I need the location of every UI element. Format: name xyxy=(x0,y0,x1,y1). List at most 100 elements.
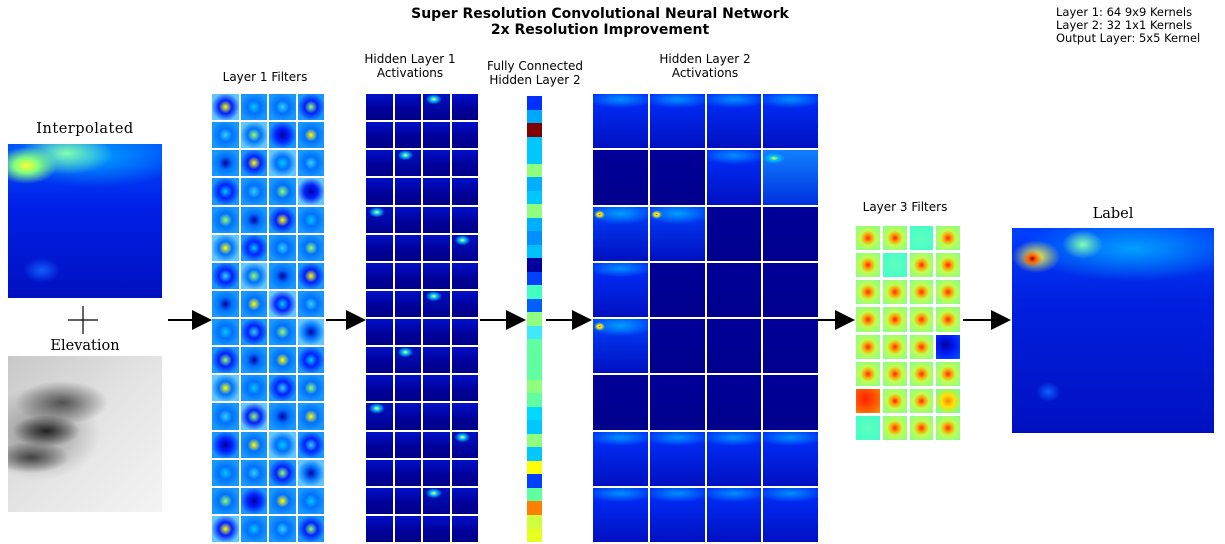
fc-hidden-layer-strip xyxy=(527,96,542,543)
hidden2-activation xyxy=(763,319,818,374)
fc-unit xyxy=(527,258,542,272)
layer1-filter xyxy=(240,122,267,149)
hidden1-activation xyxy=(394,431,421,458)
hidden1-activation xyxy=(366,347,393,374)
layer1-filter xyxy=(297,375,324,402)
hidden1-activation xyxy=(366,431,393,458)
layer1-filter xyxy=(269,122,296,149)
layer1-filter xyxy=(212,375,239,402)
hidden2-activation xyxy=(593,150,648,205)
hidden2-label-line-2: Activations xyxy=(671,66,739,80)
hidden1-activation xyxy=(423,375,450,402)
hidden1-activation xyxy=(423,122,450,149)
layer3-filter xyxy=(856,307,880,332)
layer1-filter xyxy=(297,290,324,317)
hidden1-activation xyxy=(423,262,450,289)
hidden1-activation xyxy=(366,178,393,205)
fc-unit xyxy=(527,109,542,124)
layer1-filter xyxy=(297,319,324,346)
hidden1-activation xyxy=(423,234,450,261)
layer1-filter-grid xyxy=(212,94,324,542)
hidden1-activation xyxy=(394,150,421,177)
fc-unit xyxy=(527,325,542,340)
hidden2-activation xyxy=(649,319,705,374)
fc-label: Fully Connected Hidden Layer 2 xyxy=(470,59,600,87)
hidden1-activation xyxy=(451,122,478,149)
layer1-filter xyxy=(212,487,239,514)
fc-unit xyxy=(527,366,542,380)
hidden1-activation xyxy=(394,178,421,205)
fc-unit xyxy=(527,501,542,515)
layer1-filter xyxy=(240,515,267,542)
hidden1-activation xyxy=(451,347,478,374)
layer1-filter xyxy=(212,178,239,205)
layer1-filter xyxy=(212,122,239,149)
hidden1-activation xyxy=(394,234,421,261)
hidden1-activation xyxy=(423,290,450,317)
fc-unit xyxy=(527,406,542,421)
layer3-filter xyxy=(856,334,880,359)
hidden1-activation xyxy=(366,150,393,177)
layer1-filter xyxy=(269,403,296,430)
layer3-filter xyxy=(856,280,880,305)
layer1-filter xyxy=(269,347,296,374)
layer1-filter xyxy=(212,347,239,374)
hidden2-activation xyxy=(763,94,818,149)
layer1-filter xyxy=(269,319,296,346)
output-label-text: Label xyxy=(1092,206,1134,222)
layer3-filter xyxy=(936,307,960,332)
layer3-filters-label: Layer 3 Filters xyxy=(862,200,948,214)
layer1-filter xyxy=(212,290,239,317)
hidden1-activation xyxy=(451,431,478,458)
hidden1-activation xyxy=(423,94,450,121)
fc-unit xyxy=(527,420,542,434)
hidden1-activation xyxy=(423,206,450,233)
layer1-filter xyxy=(297,206,324,233)
layer1-filter xyxy=(240,319,267,346)
fc-unit xyxy=(527,96,542,110)
hidden1-activation xyxy=(394,347,421,374)
layer1-filter xyxy=(240,403,267,430)
hidden2-activation xyxy=(649,375,705,430)
layer1-filter xyxy=(240,431,267,458)
hidden1-activation xyxy=(451,262,478,289)
layer1-filter xyxy=(212,403,239,430)
hidden2-activation xyxy=(763,431,818,486)
layer1-filter xyxy=(240,234,267,261)
fc-unit xyxy=(527,433,542,448)
fc-unit xyxy=(527,123,542,137)
layer3-filter xyxy=(936,361,960,386)
layer3-filter xyxy=(856,226,880,251)
hidden1-activation xyxy=(366,94,393,121)
layer1-filter xyxy=(212,150,239,177)
legend-line-2: Layer 2: 32 1x1 Kernels xyxy=(1056,18,1193,32)
layer3-filter xyxy=(882,334,907,359)
fc-unit xyxy=(527,204,542,218)
layer1-filter xyxy=(269,206,296,233)
hidden2-activation xyxy=(706,150,762,205)
hidden1-activation xyxy=(423,319,450,346)
hidden2-activation xyxy=(763,262,818,317)
layer1-filter xyxy=(297,403,324,430)
layer1-filter xyxy=(240,150,267,177)
fc-unit xyxy=(527,474,542,488)
layer1-filter xyxy=(269,375,296,402)
fc-unit xyxy=(527,528,542,543)
hidden2-activation xyxy=(593,375,648,430)
layer1-filter xyxy=(212,234,239,261)
hidden1-activation xyxy=(451,234,478,261)
layer1-filter xyxy=(269,234,296,261)
layer3-filter xyxy=(936,334,960,359)
hidden1-label-line-1: Hidden Layer 1 xyxy=(364,52,456,66)
hidden1-activation xyxy=(423,347,450,374)
layer3-filter xyxy=(909,361,934,386)
fc-unit xyxy=(527,285,542,299)
hidden1-activation xyxy=(451,319,478,346)
kernel-legend: Layer 1: 64 9x9 Kernels Layer 2: 32 1x1 … xyxy=(1056,6,1200,45)
layer1-filter xyxy=(269,431,296,458)
hidden1-activation xyxy=(451,459,478,486)
hidden1-activation xyxy=(366,459,393,486)
output-label-image xyxy=(1012,228,1214,433)
fc-unit xyxy=(527,339,542,353)
